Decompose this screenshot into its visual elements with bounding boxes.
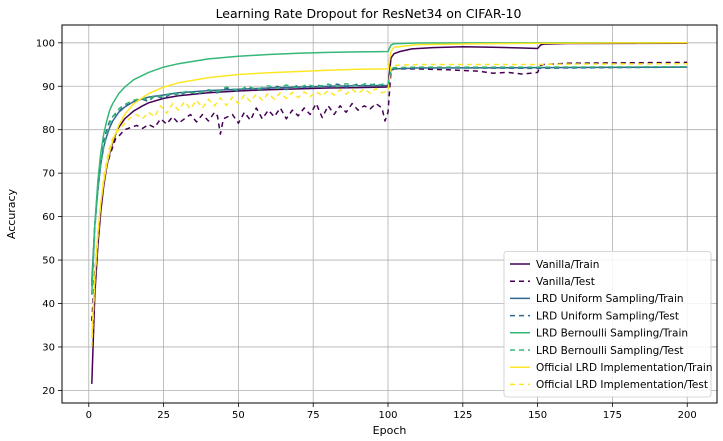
y-tick-label: 20 xyxy=(42,386,55,397)
y-tick-label: 50 xyxy=(42,256,55,267)
legend-label: Official LRD Implementation/Train xyxy=(536,362,712,374)
y-tick-label: 70 xyxy=(42,169,55,180)
x-tick-label: 100 xyxy=(378,410,397,421)
x-tick-label: 125 xyxy=(453,410,472,421)
y-tick-label: 40 xyxy=(42,299,55,310)
x-tick-label: 150 xyxy=(528,410,547,421)
x-tick-label: 25 xyxy=(157,410,170,421)
series-line-7 xyxy=(91,62,688,348)
plot-frame xyxy=(61,24,718,404)
chart-title: Learning Rate Dropout for ResNet34 on CI… xyxy=(216,6,522,21)
y-tick-label: 30 xyxy=(42,342,55,353)
y-tick-label: 60 xyxy=(42,212,55,223)
legend-label: LRD Uniform Sampling/Test xyxy=(536,310,679,322)
y-axis-ticks: 20 30 40 50 60 70 80 90 100 xyxy=(36,38,62,397)
series-line-4 xyxy=(91,42,688,295)
legend: Vanilla/Train Vanilla/Test LRD Uniform Sam… xyxy=(503,250,712,398)
legend-label: LRD Uniform Sampling/Train xyxy=(536,293,684,305)
x-tick-label: 200 xyxy=(678,410,697,421)
series-line-3 xyxy=(91,66,688,287)
x-tick-label: 0 xyxy=(86,410,92,421)
legend-label: LRD Bernoulli Sampling/Test xyxy=(536,345,684,357)
x-axis-ticks: 0 25 50 75 100 125 150 175 200 xyxy=(86,403,697,421)
x-tick-label: 50 xyxy=(232,410,245,421)
y-tick-label: 90 xyxy=(42,82,55,93)
legend-label: Official LRD Implementation/Test xyxy=(536,379,708,391)
legend-label: Vanilla/Test xyxy=(536,276,595,288)
legend-label: LRD Bernoulli Sampling/Train xyxy=(536,328,688,340)
legend-label: Vanilla/Train xyxy=(536,259,599,271)
x-tick-label: 175 xyxy=(603,410,622,421)
y-axis-label: Accuracy xyxy=(5,188,18,239)
legend-box xyxy=(503,250,712,398)
series-lines xyxy=(91,42,688,384)
y-tick-label: 80 xyxy=(42,125,55,136)
x-axis-label: Epoch xyxy=(373,424,407,437)
x-tick-label: 75 xyxy=(307,410,320,421)
y-tick-label: 100 xyxy=(36,38,55,49)
series-line-5 xyxy=(91,65,688,295)
